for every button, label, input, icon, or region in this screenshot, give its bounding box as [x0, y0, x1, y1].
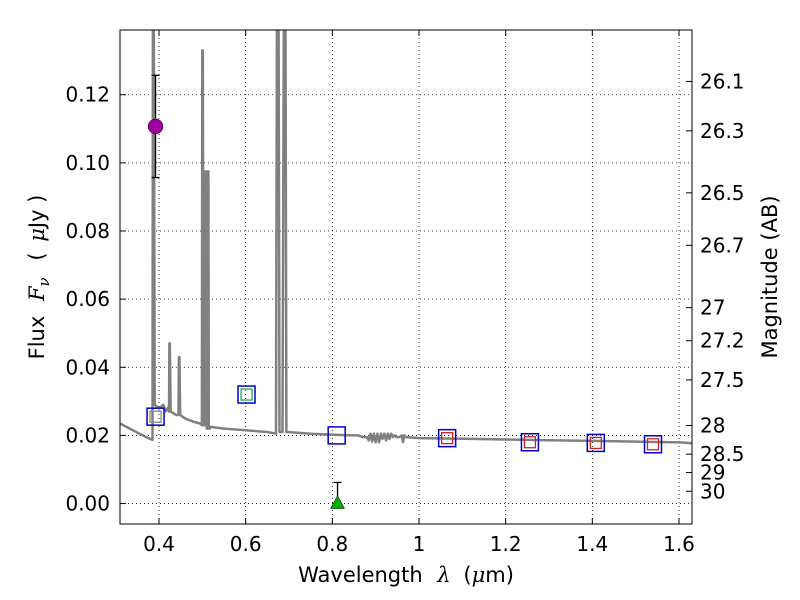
y-axis-title: Flux Fν ( μJy )	[25, 195, 54, 360]
x-tick-label: 1.2	[490, 532, 522, 556]
x-tick-label: 0.8	[316, 532, 348, 556]
magnitude-tick-label: 26.1	[700, 69, 745, 93]
marker-layer	[146, 74, 663, 509]
magnitude-tick-label: 26.3	[700, 119, 745, 143]
grid-lines	[120, 30, 692, 524]
y-tick-label: 0.02	[65, 423, 110, 447]
model-photometry-square	[643, 435, 663, 454]
series-layer	[120, 30, 692, 445]
magnitude-axis-title: Magnitude (AB)	[758, 195, 782, 358]
x-axis-ticks: 0.4 0.6 0.8 1 1.2 1.4 1.6	[143, 30, 695, 556]
observed-photometry-square	[646, 438, 660, 451]
x-tick-label: 0.4	[143, 532, 175, 556]
observed-photometry-square	[523, 436, 537, 449]
magnitude-tick-label: 28	[700, 414, 725, 438]
x-axis-title: Wavelength λ (μm)	[298, 563, 514, 587]
model-photometry-square	[146, 407, 165, 426]
magnitude-tick-label: 30	[700, 479, 725, 503]
magnitude-tick-label: 28.5	[700, 442, 745, 466]
y-tick-label: 0.04	[65, 355, 110, 379]
y-axis-ticks: 0.00 0.02 0.04 0.06 0.08 0.10 0.12	[65, 83, 126, 516]
magnitude-tick-label: 27	[700, 296, 725, 320]
y-tick-label: 0.00	[65, 492, 110, 516]
x-tick-label: 1.6	[663, 532, 695, 556]
model-photometry-square	[437, 428, 457, 448]
y-tick-label: 0.06	[65, 287, 110, 311]
model-photometry-square	[327, 426, 346, 445]
observed-flux-triangle	[330, 495, 345, 509]
magnitude-tick-label: 29	[700, 461, 725, 485]
model-photometry-square	[586, 433, 606, 453]
magnitude-tick-label: 27.5	[700, 368, 745, 392]
x-tick-label: 1.4	[576, 532, 608, 556]
y-tick-label: 0.10	[65, 151, 110, 175]
plot-area	[120, 30, 692, 509]
y-tick-label: 0.08	[65, 219, 110, 243]
plot-frame	[119, 29, 693, 525]
observed-photometry-square	[149, 410, 162, 423]
observed-photometry-square	[441, 431, 454, 445]
x-tick-label: 0.6	[230, 532, 262, 556]
magnitude-tick-label: 27.2	[700, 329, 745, 353]
observed-photometry-square	[240, 388, 253, 401]
model-photometry-square	[520, 432, 540, 452]
magnitude-tick-label: 26.7	[700, 233, 745, 257]
observed-photometry-square	[589, 436, 602, 450]
observed-flux-circle	[147, 118, 164, 135]
sed-template-line	[120, 30, 692, 445]
y-tick-label: 0.12	[65, 83, 110, 107]
x-tick-label: 1	[413, 532, 426, 556]
magnitude-tick-label: 26.5	[700, 181, 745, 205]
model-photometry-square	[237, 385, 256, 404]
